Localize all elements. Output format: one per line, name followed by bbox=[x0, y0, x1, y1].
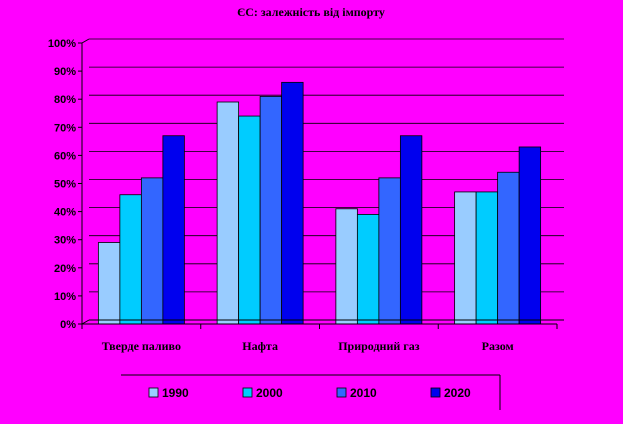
category-label: Разом bbox=[482, 339, 514, 353]
legend-label-2010: 2010 bbox=[350, 386, 377, 400]
axes bbox=[78, 38, 564, 329]
legend-label-2020: 2020 bbox=[444, 386, 471, 400]
y-tick-label: 0% bbox=[60, 319, 76, 331]
chart-title: ЄС: залежність від імпорту bbox=[237, 5, 385, 19]
legend: 1990 2000 2010 2020 bbox=[121, 374, 501, 410]
y-tick-label: 20% bbox=[54, 263, 76, 275]
category-label: Природний газ bbox=[338, 339, 420, 353]
y-tick-label: 60% bbox=[54, 150, 76, 162]
bar-2010-2 bbox=[378, 177, 401, 325]
legend-swatch-1990 bbox=[148, 387, 159, 398]
y-tick-label: 50% bbox=[54, 179, 76, 191]
bar-2000-2 bbox=[356, 214, 380, 325]
legend-swatch-2000 bbox=[242, 387, 253, 398]
bar-2010-1 bbox=[259, 95, 283, 325]
category-labels: Тверде паливо Нафта Природний газ Разом bbox=[102, 339, 514, 353]
y-tick-label: 100% bbox=[48, 38, 76, 50]
legend-label-2000: 2000 bbox=[256, 386, 283, 400]
legend-swatch-2010 bbox=[336, 387, 347, 398]
bar-1990-1 bbox=[216, 101, 240, 325]
y-tick-label: 40% bbox=[54, 207, 76, 219]
category-label: Нафта bbox=[242, 339, 278, 353]
bar-2020-1 bbox=[281, 81, 304, 325]
y-tick-labels: 0% 10% 20% 30% 40% 50% 60% 70% 80% 90% 100% bbox=[48, 38, 76, 331]
bars bbox=[97, 81, 542, 325]
bar-2020-2 bbox=[399, 135, 423, 325]
y-tick-label: 70% bbox=[54, 122, 76, 134]
legend-label-1990: 1990 bbox=[162, 386, 189, 400]
bar-1990-0 bbox=[97, 242, 121, 325]
bar-2020-3 bbox=[518, 146, 542, 325]
bar-2010-3 bbox=[497, 171, 520, 325]
legend-swatch-2020 bbox=[430, 387, 441, 398]
bar-2010-0 bbox=[140, 177, 164, 325]
y-tick-label: 10% bbox=[54, 291, 76, 303]
y-tick-label: 80% bbox=[54, 94, 76, 106]
bar-2000-1 bbox=[238, 115, 261, 325]
bar-2020-0 bbox=[162, 135, 185, 325]
bar-1990-2 bbox=[335, 208, 358, 325]
bar-2000-3 bbox=[475, 191, 499, 325]
y-tick-label: 30% bbox=[54, 235, 76, 247]
bar-1990-3 bbox=[454, 191, 477, 325]
y-tick-label: 90% bbox=[54, 66, 76, 78]
bar-2000-0 bbox=[119, 194, 142, 325]
category-label: Тверде паливо bbox=[102, 339, 181, 353]
y-axis bbox=[81, 38, 90, 325]
